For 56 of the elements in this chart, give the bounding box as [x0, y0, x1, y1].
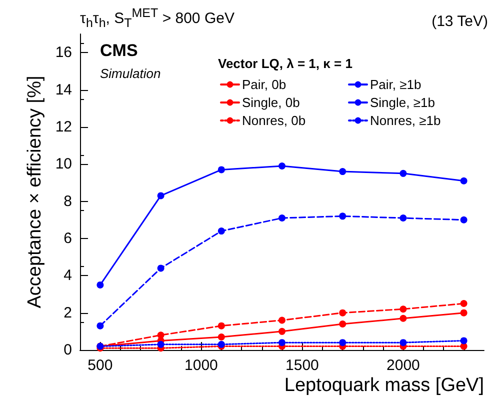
chart-title: τ$_{h}$τ$_{h}$, S$_{T}$$^{MET}$ > 800 GeV	[80, 6, 234, 30]
y-tick-label: 6	[64, 230, 72, 247]
point	[278, 339, 286, 346]
x-tick-label: 500	[88, 357, 113, 374]
point	[278, 328, 286, 335]
point	[157, 340, 164, 348]
legend-label: Single, 0b	[242, 95, 300, 110]
y-tick-label: 16	[55, 44, 72, 62]
point	[400, 339, 407, 346]
point	[400, 314, 407, 322]
point	[339, 320, 346, 328]
legend-title: Vector LQ, λ = 1, κ = 1	[218, 56, 352, 71]
y-tick-label: 14	[55, 81, 72, 98]
point	[218, 333, 225, 340]
point	[460, 216, 468, 224]
point	[460, 300, 468, 308]
legend-label: Nonres, ≥1b	[370, 113, 441, 128]
y-tick-label: 12	[55, 118, 72, 136]
point	[460, 177, 468, 184]
point	[218, 166, 225, 174]
point	[96, 322, 104, 330]
point	[460, 337, 468, 344]
point	[157, 264, 164, 272]
y-tick-label: 8	[64, 192, 72, 210]
chart-subtitle: (13 TeV)	[432, 13, 488, 30]
legend-label: Pair, 0b	[242, 77, 286, 92]
annotation: Simulation	[100, 66, 161, 81]
x-axis-title: Leptoquark mass [GeV]	[284, 375, 484, 396]
x-tick-label: 1500	[286, 357, 319, 374]
point	[460, 309, 468, 316]
point	[278, 316, 286, 324]
point	[339, 339, 346, 346]
y-tick-label: 0	[64, 342, 72, 358]
x-tick-label: 1000	[184, 357, 218, 374]
legend-label: Single, ≥1b	[370, 95, 435, 110]
point	[400, 306, 407, 313]
point	[218, 322, 225, 330]
annotation: CMS	[100, 41, 138, 60]
legend-label: Pair, ≥1b	[370, 77, 422, 92]
point	[400, 214, 407, 222]
y-tick-label: 10	[55, 156, 72, 173]
point	[339, 212, 346, 220]
y-tick-label: 2	[64, 304, 72, 322]
x-tick-label: 2000	[386, 357, 420, 374]
point	[218, 228, 225, 235]
point	[157, 192, 164, 200]
point	[278, 162, 286, 170]
y-tick-label: 4	[64, 267, 72, 284]
point	[400, 170, 407, 177]
point	[278, 214, 286, 222]
point	[339, 168, 346, 176]
y-axis-title: Acceptance × efficiency [%]	[24, 76, 46, 308]
point	[339, 309, 346, 316]
legend-label: Nonres, 0b	[242, 113, 306, 128]
point	[96, 281, 104, 288]
point	[157, 332, 164, 339]
